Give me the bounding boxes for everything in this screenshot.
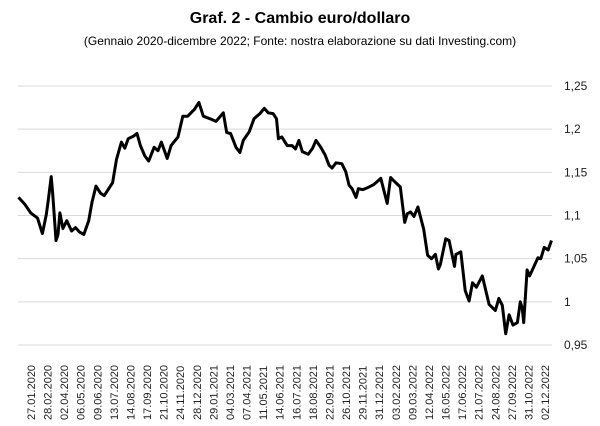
x-tick-label: 14.06.2021 <box>275 365 287 420</box>
chart-subtitle: (Gennaio 2020-dicembre 2022; Fonte: nost… <box>83 34 517 48</box>
x-tick-label: 09.06.2020 <box>92 365 104 420</box>
x-tick-label: 04.03.2021 <box>225 365 237 420</box>
x-tick-label: 09.03.2022 <box>407 365 419 420</box>
x-tick-label: 31.10.2022 <box>523 365 535 420</box>
x-tick-label: 11.05.2021 <box>258 366 270 420</box>
x-tick-label: 18.08.2021 <box>308 365 320 420</box>
x-tick-label: 27.09.2022 <box>507 365 519 420</box>
x-tick-label: 14.08.2020 <box>125 365 137 420</box>
x-tick-label: 31.12.2021 <box>374 365 386 420</box>
x-tick-label: 24.11.2020 <box>175 366 187 420</box>
x-tick-label: 21.07.2022 <box>474 365 486 420</box>
y-tick-label: 0,95 <box>564 338 588 352</box>
x-tick-label: 02.12.2022 <box>540 365 552 420</box>
x-tick-label: 29.01.2021 <box>208 365 220 420</box>
x-tick-label: 07.04.2021 <box>242 365 254 420</box>
y-tick-label: 1,05 <box>564 252 588 266</box>
series-line <box>17 100 553 336</box>
y-tick-label: 1,2 <box>564 122 581 136</box>
y-tick-label: 1,1 <box>564 209 581 223</box>
x-tick-label: 12.04.2022 <box>424 365 436 420</box>
y-tick-label: 1 <box>564 295 571 309</box>
x-tick-label: 13.07.2020 <box>109 365 121 420</box>
x-tick-label: 21.10.2020 <box>159 365 171 420</box>
x-tick-label: 29.11.2021 <box>358 366 370 420</box>
y-tick-label: 1,15 <box>564 165 588 179</box>
x-tick-label: 16.05.2022 <box>441 365 453 420</box>
x-tick-label: 26.10.2021 <box>341 365 353 420</box>
x-tick-label: 16.07.2021 <box>291 365 303 420</box>
x-tick-label: 02.04.2020 <box>59 365 71 420</box>
x-tick-label: 28.02.2020 <box>43 365 55 420</box>
chart-title: Graf. 2 - Cambio euro/dollaro <box>189 10 411 27</box>
x-tick-label: 27.01.2020 <box>26 365 38 420</box>
x-tick-label: 22.09.2021 <box>324 365 336 420</box>
x-tick-label: 17.09.2020 <box>142 365 154 420</box>
x-tick-label: 06.05.2020 <box>76 365 88 420</box>
x-tick-label: 24.08.2022 <box>490 365 502 420</box>
x-tick-label: 17.06.2022 <box>457 365 469 420</box>
x-tick-label: 28.12.2020 <box>192 365 204 420</box>
x-tick-label: 03.02.2022 <box>391 365 403 420</box>
y-tick-label: 1,25 <box>564 79 588 93</box>
